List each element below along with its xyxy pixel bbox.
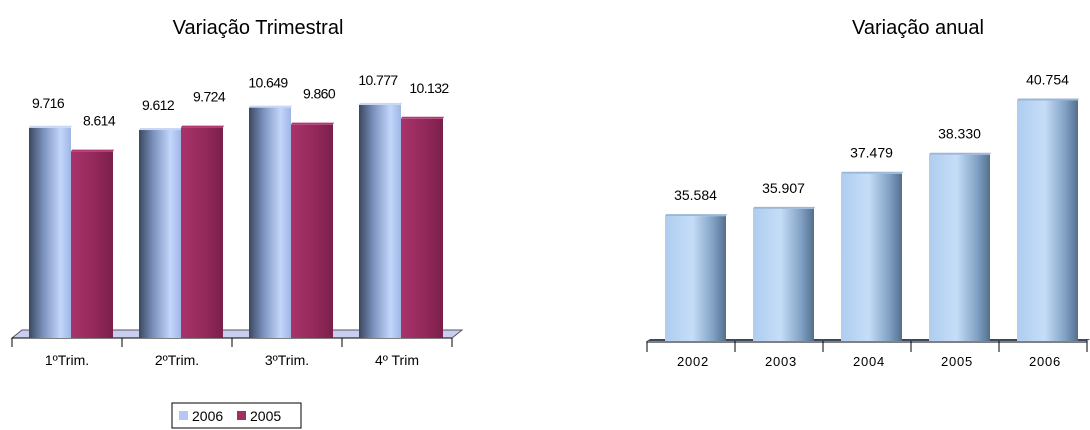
quarterly-category-label: 2ºTrim. xyxy=(155,352,199,368)
legend-label-2006: 2006 xyxy=(192,408,223,424)
annual-bar xyxy=(665,216,726,341)
legend-swatch-2006 xyxy=(179,411,188,420)
quarterly-bar-top-2005 xyxy=(401,116,444,119)
quarterly-bar-2005 xyxy=(291,124,333,338)
quarterly-bar-2005 xyxy=(71,151,113,338)
quarterly-data-label: 10.777 xyxy=(358,72,398,88)
quarterly-data-label: 9.860 xyxy=(303,86,336,102)
quarterly-bar-2006 xyxy=(359,104,401,338)
annual-bar-top xyxy=(753,206,815,209)
legend-label-2005: 2005 xyxy=(250,408,281,424)
annual-data-label: 40.754 xyxy=(1026,72,1069,88)
annual-chart-title: Variação anual xyxy=(852,17,984,39)
quarterly-category-label: 4º Trim xyxy=(375,352,419,368)
quarterly-bar-2006 xyxy=(29,127,71,338)
legend-box xyxy=(171,402,302,429)
annual-chart: Variação anual 35.584 35.907 37.479 38.330 4… xyxy=(646,17,1090,369)
quarterly-data-label: 10.649 xyxy=(248,75,288,91)
quarterly-data-label: 9.716 xyxy=(32,95,65,111)
quarterly-bar-2005 xyxy=(401,118,443,338)
quarterly-bar-2006 xyxy=(139,130,181,338)
annual-category-label: 2006 xyxy=(1029,354,1061,369)
annual-data-label: 35.907 xyxy=(762,180,805,196)
annual-bar-top xyxy=(665,214,727,217)
annual-data-label: 37.479 xyxy=(850,145,893,161)
annual-bar-top xyxy=(841,171,903,174)
quarterly-category-label: 3ºTrim. xyxy=(265,352,309,368)
annual-data-label: 38.330 xyxy=(938,126,981,142)
annual-bar xyxy=(753,208,814,341)
quarterly-bar-top-2005 xyxy=(71,149,114,152)
quarterly-bar-top-2006 xyxy=(249,105,292,108)
quarterly-bar-top-2006 xyxy=(359,102,402,105)
annual-category-label: 2003 xyxy=(765,354,797,369)
quarterly-bar-top-2005 xyxy=(181,125,224,128)
quarterly-bar-2005 xyxy=(181,127,223,338)
quarterly-bar-2006 xyxy=(249,107,291,338)
quarterly-data-label: 9.724 xyxy=(193,89,226,105)
quarterly-chart-title: Variação Trimestral xyxy=(173,17,344,39)
legend-swatch-2005 xyxy=(237,411,246,420)
quarterly-chart: Variação Trimestral 9.716 8.614 9.612 9.724… xyxy=(10,17,464,429)
quarterly-legend: 2006 2005 xyxy=(171,402,302,429)
annual-category-label: 2005 xyxy=(941,354,973,369)
annual-bar-top xyxy=(1017,98,1079,101)
quarterly-data-label: 10.132 xyxy=(409,80,449,96)
annual-category-label: 2002 xyxy=(677,354,709,369)
annual-bar-top xyxy=(929,152,991,155)
annual-data-label: 35.584 xyxy=(674,187,717,203)
quarterly-bar-top-2005 xyxy=(291,122,334,125)
quarterly-category-label: 1ºTrim. xyxy=(45,352,89,368)
quarterly-bar-top-2006 xyxy=(29,125,72,128)
annual-bar xyxy=(841,173,902,341)
annual-bar xyxy=(1017,100,1078,341)
quarterly-data-label: 9.612 xyxy=(142,97,175,113)
annual-category-label: 2004 xyxy=(853,354,885,369)
annual-bar xyxy=(929,154,990,341)
quarterly-data-label: 8.614 xyxy=(83,113,116,129)
quarterly-bar-top-2006 xyxy=(139,128,182,131)
